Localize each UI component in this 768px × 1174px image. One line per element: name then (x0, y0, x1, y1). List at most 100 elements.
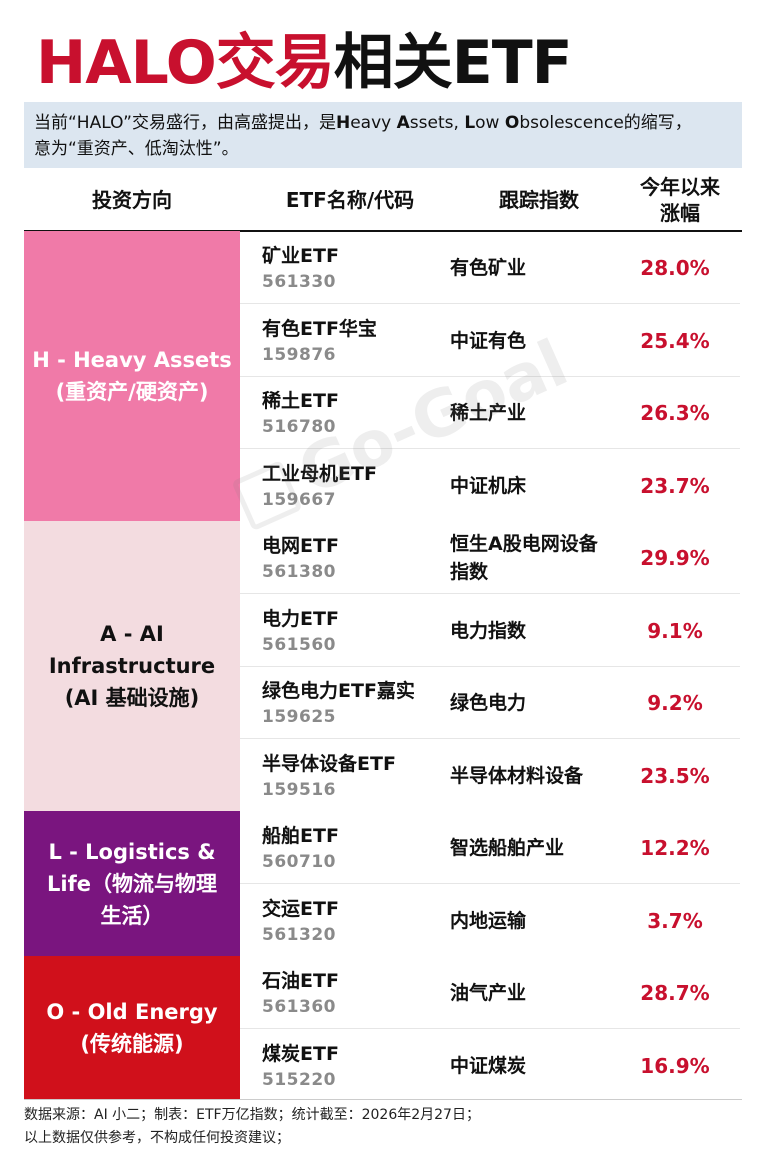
etf-name-text: 绿色电力ETF嘉实 (262, 680, 415, 702)
group-label-line: (传统能源) (80, 1032, 184, 1056)
header-gain-line1: 今年以来 (640, 175, 720, 199)
etf-code-text: 159625 (262, 707, 336, 727)
intro-o-rest: bsolescence的缩写， (519, 113, 692, 133)
etf-code-text: 516780 (262, 417, 336, 437)
header-direction: 投资方向 (92, 188, 172, 212)
etf-name: 煤炭ETF (262, 1039, 339, 1066)
tracking-index-text: 绿色电力 (450, 692, 527, 714)
etf-code-text: 159667 (262, 489, 336, 510)
footer: 数据来源：AI 小二；制表：ETF万亿指数；统计截至：2026年2月27日； 以… (24, 1104, 480, 1150)
tracking-index: 中证有色 (450, 305, 610, 377)
etf-name-text: 电力ETF (262, 607, 339, 630)
intro-h: H (335, 113, 351, 133)
intro-h-rest: eavy (350, 113, 397, 133)
etf-name-text: 工业母机ETF (262, 462, 377, 485)
etf-code-text: 561330 (262, 272, 336, 292)
etf-name: 石油ETF (262, 966, 339, 993)
tracking-index-text: 有色矿业 (450, 257, 527, 279)
ytd-gain-text: 29.9% (640, 546, 710, 570)
group-old-energy: O - Old Energy (传统能源) (24, 956, 240, 1100)
header-gain-line2: 涨幅 (660, 201, 700, 225)
etf-code: 159516 (262, 780, 336, 800)
etf-name: 交运ETF (262, 894, 339, 921)
group-label-line: O - Old Energy (46, 1000, 218, 1024)
etf-name: 电网ETF (262, 531, 339, 558)
etf-code-text: 561320 (262, 924, 336, 945)
group-logistics-life: L - Logistics & Life（物流与物理 生活） (24, 811, 240, 956)
ytd-gain: 28.7% (620, 957, 730, 1029)
table-header: 投资方向 ETF名称/代码 跟踪指数 今年以来 涨幅 (24, 170, 742, 232)
table-row: 工业母机ETF 159667 中证机床 23.7% (240, 450, 740, 522)
etf-code-text: 159876 (262, 344, 336, 365)
group-label-line: 生活） (100, 903, 164, 928)
ytd-gain-text: 3.7% (647, 908, 703, 933)
ytd-gain-text: 25.4% (640, 328, 710, 353)
ytd-gain: 16.9% (620, 1030, 730, 1102)
tracking-index-text: 恒生A股电网设备指数 (450, 533, 598, 583)
tracking-index: 有色矿业 (450, 232, 610, 304)
tracking-index: 半导体材料设备 (450, 740, 610, 812)
table-row: 电力ETF 561560 电力指数 9.1% (240, 595, 740, 667)
etf-code-text: 561560 (262, 634, 336, 655)
page-title: HALO交易相关ETF (36, 26, 573, 100)
tracking-index: 电力指数 (450, 595, 610, 667)
group-label: H - Heavy Assets (重资产/硬资产) (32, 344, 232, 408)
etf-name-text: 半导体设备ETF (262, 752, 396, 775)
etf-code: 561320 (262, 925, 336, 945)
ytd-gain-text: 23.5% (640, 763, 710, 788)
ytd-gain-text: 9.1% (647, 618, 703, 643)
tracking-index: 油气产业 (450, 957, 610, 1029)
intro-box: 当前“HALO”交易盛行，由高盛提出，是Heavy Assets, Low Ob… (24, 102, 742, 168)
intro-l: L (464, 113, 476, 133)
etf-code-text: 560710 (262, 852, 336, 872)
tracking-index: 恒生A股电网设备指数 (450, 522, 610, 594)
title-black-part: 相关ETF (333, 28, 573, 98)
etf-code: 159667 (262, 490, 336, 510)
footer-disclaimer: 以上数据仅供参考，不构成任何投资建议； (24, 1130, 290, 1146)
intro-text: 当前“HALO”交易盛行，由高盛提出，是 (34, 113, 336, 133)
ytd-gain-text: 23.7% (640, 473, 710, 498)
tracking-index: 中证煤炭 (450, 1030, 610, 1102)
etf-code: 159876 (262, 345, 336, 365)
etf-name-text: 稀土ETF (262, 390, 339, 412)
etf-name-text: 有色ETF华宝 (262, 317, 377, 340)
etf-name-text: 船舶ETF (262, 825, 339, 847)
etf-name: 绿色电力ETF嘉实 (262, 676, 415, 703)
etf-code: 515220 (262, 1070, 336, 1090)
etf-code: 561360 (262, 997, 336, 1017)
etf-code-text: 159516 (262, 779, 336, 800)
etf-code-text: 561380 (262, 562, 336, 582)
ytd-gain: 29.9% (620, 522, 730, 594)
etf-name-text: 电网ETF (262, 535, 339, 557)
ytd-gain-text: 26.3% (640, 401, 710, 425)
group-heavy-assets: H - Heavy Assets (重资产/硬资产) (24, 231, 240, 521)
ytd-gain: 25.4% (620, 305, 730, 377)
intro-o: O (504, 113, 520, 133)
intro-a-rest: ssets, (409, 113, 465, 133)
group-label: O - Old Energy (传统能源) (46, 996, 217, 1060)
header-index: 跟踪指数 (499, 188, 579, 212)
ytd-gain: 23.7% (620, 450, 730, 522)
etf-code: 561380 (262, 562, 336, 582)
group-label-line: (重资产/硬资产) (55, 380, 209, 404)
etf-code: 516780 (262, 417, 336, 437)
ytd-gain-text: 28.7% (640, 981, 710, 1005)
tracking-index: 智选船舶产业 (450, 812, 610, 884)
header-gain: 今年以来 涨幅 (620, 170, 740, 230)
intro-line-2: 意为“重资产、低淘汰性”。 (34, 139, 239, 159)
intro-a: A (396, 113, 410, 133)
table-row: 煤炭ETF 515220 中证煤炭 16.9% (240, 1030, 740, 1102)
ytd-gain: 26.3% (620, 377, 730, 449)
tracking-index: 中证机床 (450, 450, 610, 522)
group-label: L - Logistics & Life（物流与物理 生活） (47, 836, 217, 932)
tracking-index-text: 中证煤炭 (450, 1054, 527, 1077)
etf-name-text: 煤炭ETF (262, 1042, 339, 1065)
ytd-gain-text: 9.2% (647, 691, 703, 715)
ytd-gain: 28.0% (620, 232, 730, 304)
tracking-index: 绿色电力 (450, 667, 610, 739)
tracking-index-text: 智选船舶产业 (450, 837, 565, 859)
footer-source: 数据来源：AI 小二；制表：ETF万亿指数；统计截至：2026年2月27日； (24, 1107, 480, 1123)
etf-code: 560710 (262, 852, 336, 872)
table-row: 石油ETF 561360 油气产业 28.7% (240, 957, 740, 1029)
group-label-line: L - Logistics & (48, 839, 216, 864)
